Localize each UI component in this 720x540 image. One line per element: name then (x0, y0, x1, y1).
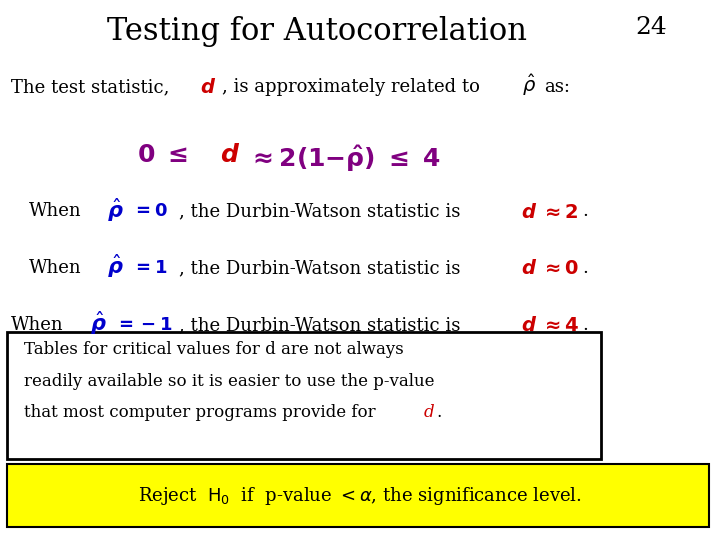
Text: $\hat{\boldsymbol{\rho}}$: $\hat{\boldsymbol{\rho}}$ (107, 253, 123, 280)
Text: The test statistic,: The test statistic, (11, 78, 169, 96)
Text: , the Durbin-Watson statistic is: , the Durbin-Watson statistic is (179, 259, 460, 277)
Text: $\hat{\boldsymbol{\rho}}$: $\hat{\boldsymbol{\rho}}$ (107, 196, 123, 224)
FancyBboxPatch shape (7, 464, 709, 526)
Text: When: When (29, 259, 81, 277)
Text: $\bfit{d}$: $\bfit{d}$ (220, 143, 240, 167)
Text: $\bfit{d}$: $\bfit{d}$ (521, 316, 537, 335)
Text: $\mathbf{= 0}$: $\mathbf{= 0}$ (132, 202, 168, 220)
Text: .: . (582, 202, 588, 220)
Text: Tables for critical values for d are not always: Tables for critical values for d are not… (24, 341, 403, 358)
Text: $\hat{\boldsymbol{\rho}}$: $\hat{\boldsymbol{\rho}}$ (90, 309, 107, 337)
Text: When: When (29, 202, 81, 220)
Text: $\mathbf{= -1}$: $\mathbf{= -1}$ (115, 316, 173, 334)
Text: d: d (423, 404, 434, 421)
Text: $\bfit{d}$: $\bfit{d}$ (200, 78, 216, 97)
Text: .: . (582, 316, 588, 334)
Text: readily available so it is easier to use the p-value: readily available so it is easier to use… (24, 373, 434, 389)
Text: as:: as: (544, 78, 570, 96)
Text: $\bfit{d}$: $\bfit{d}$ (521, 202, 537, 221)
Text: 24: 24 (636, 16, 667, 39)
Text: Testing for Autocorrelation: Testing for Autocorrelation (107, 16, 527, 47)
Text: , is approximately related to: , is approximately related to (222, 78, 480, 96)
Text: $\bfit{d}$: $\bfit{d}$ (521, 259, 537, 278)
Text: .: . (436, 404, 441, 421)
Text: $\mathbf{= 1}$: $\mathbf{= 1}$ (132, 259, 167, 277)
Text: .: . (582, 259, 588, 277)
Text: , the Durbin-Watson statistic is: , the Durbin-Watson statistic is (179, 316, 460, 334)
Text: Reject  $\mathrm{H_0}$  if  p-value $<\alpha$, the significance level.: Reject $\mathrm{H_0}$ if p-value $<\alph… (138, 485, 582, 507)
Text: , the Durbin-Watson statistic is: , the Durbin-Watson statistic is (179, 202, 460, 220)
Text: $\mathbf{\approx 2}$: $\mathbf{\approx 2}$ (541, 202, 580, 221)
Text: $\mathbf{\approx 4}$: $\mathbf{\approx 4}$ (541, 316, 580, 335)
Text: $\hat{\rho}$: $\hat{\rho}$ (522, 72, 536, 98)
FancyBboxPatch shape (7, 332, 601, 459)
Text: that most computer programs provide for: that most computer programs provide for (24, 404, 375, 421)
Text: $\mathbf{\approx 0}$: $\mathbf{\approx 0}$ (541, 259, 580, 278)
Text: $\mathbf{\approx 2(1{-}\hat{\rho})\ \leq\ 4}$: $\mathbf{\approx 2(1{-}\hat{\rho})\ \leq… (248, 143, 441, 174)
Text: When: When (11, 316, 63, 334)
Text: $\mathbf{0\ \leq}$: $\mathbf{0\ \leq}$ (137, 143, 187, 167)
